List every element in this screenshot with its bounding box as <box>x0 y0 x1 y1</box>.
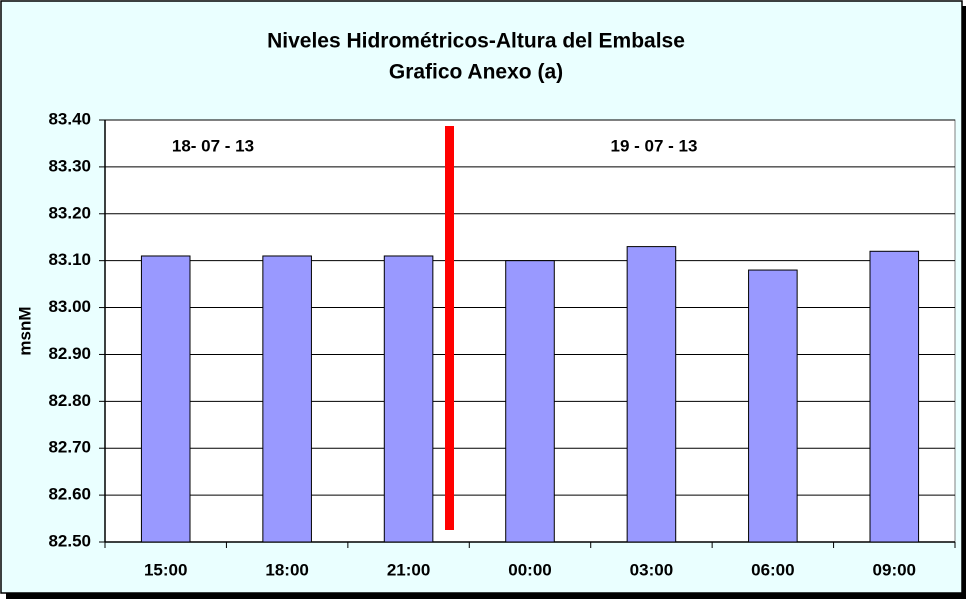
y-axis-label: msnM <box>15 306 34 355</box>
bar <box>383 255 434 543</box>
x-tick-label: 06:00 <box>751 560 794 579</box>
chart-subtitle: Grafico Anexo (a) <box>389 61 563 84</box>
x-tick-label: 00:00 <box>508 560 551 579</box>
annotation: 19 - 07 - 13 <box>611 136 698 155</box>
x-tick-label: 09:00 <box>873 560 916 579</box>
y-tick-label: 83.10 <box>48 250 91 269</box>
date-divider <box>445 126 454 530</box>
y-tick-label: 83.20 <box>48 203 91 222</box>
chart-title: Niveles Hidrométricos-Altura del Embalse <box>267 30 685 53</box>
y-tick-label: 82.50 <box>48 531 91 550</box>
y-tick-label: 83.30 <box>48 156 91 175</box>
x-tick-label: 21:00 <box>387 560 430 579</box>
bar <box>626 246 677 543</box>
bar <box>262 255 312 543</box>
x-tick-label: 15:00 <box>144 560 187 579</box>
x-tick-label: 03:00 <box>630 560 673 579</box>
bar <box>505 260 555 543</box>
y-tick-label: 83.00 <box>48 297 91 316</box>
x-tick-label: 18:00 <box>265 560 308 579</box>
y-tick-label: 82.60 <box>48 485 91 504</box>
y-tick-label: 82.90 <box>48 344 91 363</box>
y-tick-label: 83.40 <box>48 109 91 128</box>
annotation: 18- 07 - 13 <box>172 136 254 155</box>
y-tick-label: 82.80 <box>48 391 91 410</box>
y-tick-label: 82.70 <box>48 438 91 457</box>
bar <box>748 269 798 543</box>
bar <box>140 255 191 543</box>
bar <box>869 250 920 543</box>
